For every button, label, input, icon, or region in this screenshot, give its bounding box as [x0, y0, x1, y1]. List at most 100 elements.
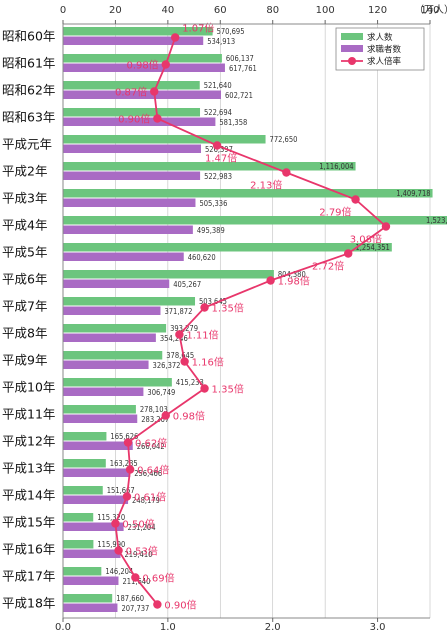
bar-openings	[63, 378, 172, 387]
openings-value-label: 804,380	[278, 270, 306, 279]
ratio-point	[153, 114, 162, 123]
bottom-tick-label: 3.0	[370, 622, 386, 633]
ratio-value-label: 0.69倍	[142, 572, 174, 585]
bar-openings	[63, 162, 356, 171]
bar-applicants	[63, 90, 221, 99]
ratio-point	[122, 492, 132, 501]
ratio-point	[200, 384, 209, 393]
openings-value-label: 115,320	[97, 513, 125, 522]
ratio-value-label: 1.11倍	[186, 329, 218, 342]
category-label: 平成3年	[2, 191, 47, 206]
top-tick-label: 100	[316, 5, 335, 16]
bar-applicants	[63, 549, 121, 558]
category-label: 平成14年	[2, 488, 55, 503]
bar-applicants	[63, 171, 201, 180]
unit-label: （万人）	[414, 4, 447, 16]
openings-value-label: 378,645	[166, 351, 194, 360]
category-label: 平成15年	[2, 515, 55, 530]
ratio-point	[180, 357, 189, 366]
ratio-point	[125, 465, 135, 474]
bar-openings	[63, 81, 200, 90]
bottom-tick-label: 2.0	[265, 622, 281, 633]
bar-applicants	[63, 117, 216, 126]
applicants-value-label: 266,042	[137, 442, 165, 451]
category-label: 平成5年	[2, 245, 47, 260]
ratio-value-label: 2.72倍	[312, 260, 344, 273]
ratio-point	[161, 411, 170, 420]
applicants-value-label: 256,466	[134, 469, 162, 478]
openings-value-label: 570,695	[217, 27, 245, 36]
category-label: 昭和62年	[2, 83, 55, 98]
category-label: 平成16年	[2, 542, 55, 557]
bar-openings	[63, 486, 103, 495]
ratio-value-label: 0.62倍	[135, 437, 167, 450]
applicants-value-label: 617,761	[229, 64, 257, 73]
ratio-point	[200, 303, 209, 312]
top-tick-label: 140	[420, 5, 439, 16]
bar-openings	[63, 513, 94, 522]
ratio-polyline	[114, 37, 388, 606]
applicants-value-label: 283,267	[141, 415, 169, 424]
top-tick-label: 120	[368, 5, 387, 16]
openings-value-label: 522,694	[204, 108, 232, 117]
bottom-tick-label: 1.0	[160, 622, 176, 633]
ratio-point	[282, 168, 291, 177]
category-label: 昭和60年	[2, 29, 55, 44]
openings-value-label: 146,204	[105, 567, 133, 576]
category-label: 平成6年	[2, 272, 47, 287]
openings-value-label: 1,409,718	[396, 189, 430, 198]
axes: 0 20 40 60 80 100 120 140（万人） 0.0 1.0 2.0 3.0 昭和60年昭…	[2, 4, 447, 633]
ratio-point	[381, 222, 391, 231]
ratio-value-label: 1.47倍	[205, 152, 237, 165]
openings-value-label: 503,645	[199, 297, 227, 306]
bar-applicants	[63, 306, 161, 315]
ratio-value-label: 0.61倍	[134, 491, 166, 504]
ratio-value-label: 2.79倍	[319, 206, 351, 219]
openings-value-label: 415,233	[176, 378, 204, 387]
applicants-value-label: 602,721	[225, 91, 253, 100]
openings-value-label: 165,626	[110, 432, 138, 441]
ratio-point	[153, 600, 162, 609]
ratio-point	[161, 60, 170, 69]
ratio-point	[123, 438, 133, 447]
applicants-value-label: 522,983	[204, 172, 232, 181]
bar-openings	[63, 324, 167, 333]
legend-marker-ratio	[348, 57, 356, 65]
legend-swatch-openings	[341, 33, 363, 40]
bar-applicants	[63, 144, 201, 153]
ratio-line: 1.07倍 0.98倍 0.87倍 0.90倍 1.47倍 2.13倍 2.79倍 3.08倍…	[111, 22, 391, 612]
ratio-point	[351, 195, 360, 204]
category-label: 平成17年	[2, 569, 55, 584]
applicants-value-label: 495,389	[197, 226, 225, 235]
ratio-value-label: 0.90倍	[164, 599, 196, 612]
category-label: 昭和61年	[2, 56, 55, 71]
ratio-value-label: 3.08倍	[350, 233, 382, 246]
category-label: 平成7年	[2, 299, 47, 314]
applicants-value-label: 371,872	[164, 307, 192, 316]
ratio-value-label: 2.13倍	[250, 179, 282, 192]
bar-openings	[63, 216, 447, 225]
bar-openings	[63, 405, 136, 414]
ratio-value-label: 0.90倍	[118, 113, 150, 126]
category-label: 平成2年	[2, 164, 47, 179]
ratio-value-label: 0.64倍	[137, 464, 169, 477]
category-label: 平成11年	[2, 407, 55, 422]
applicants-value-label: 405,267	[173, 280, 201, 289]
ratio-value-label: 0.87倍	[115, 86, 147, 99]
applicants-value-label: 219,410	[125, 550, 153, 559]
openings-value-label: 1,523,574	[426, 216, 447, 225]
ratio-value-label: 1.98倍	[278, 275, 310, 288]
bar-applicants	[63, 441, 133, 450]
bar-applicants	[63, 63, 225, 72]
bar-applicants	[63, 387, 144, 396]
legend-label-applicants: 求職者数	[367, 44, 402, 55]
top-tick-label: 20	[109, 5, 122, 16]
top-tick-label: 40	[161, 5, 174, 16]
top-tick-label: 60	[214, 5, 227, 16]
openings-value-label: 1,116,004	[319, 162, 353, 171]
openings-value-label: 1,254,351	[355, 243, 389, 252]
openings-value-label: 606,137	[226, 54, 254, 63]
applicants-value-label: 526,397	[205, 145, 233, 154]
applicants-value-label: 460,620	[188, 253, 216, 262]
